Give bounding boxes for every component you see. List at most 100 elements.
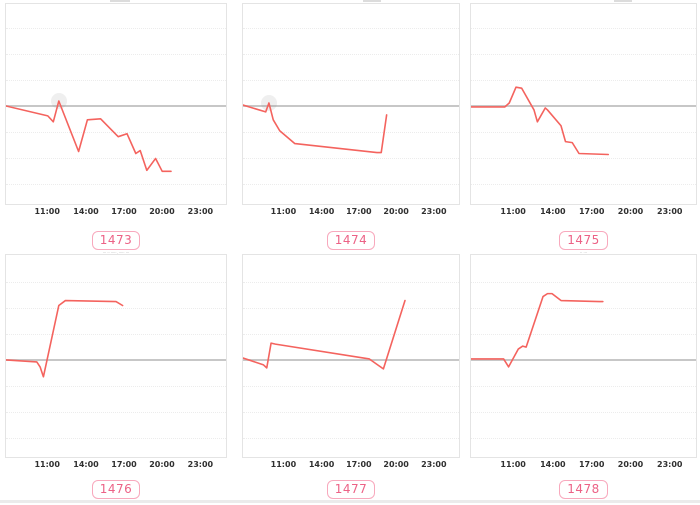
- gridline: [243, 308, 459, 309]
- gridline: [243, 132, 459, 133]
- gridline: [243, 438, 459, 439]
- zero-baseline: [6, 105, 226, 107]
- x-tick-label: 20:00: [617, 207, 644, 216]
- chart-panel-1476: 11:00 14:00 17:00 20:00 23:00 1476: [5, 254, 227, 505]
- gridline: [471, 438, 696, 439]
- gridline: [243, 282, 459, 283]
- x-axis-ticks: 11:00 14:00 17:00 20:00 23:00: [5, 207, 227, 219]
- series-line: [6, 255, 226, 457]
- x-tick-label: 14:00: [308, 207, 335, 216]
- badge-row: 1473: [5, 229, 227, 250]
- x-axis-ticks: 11:00 14:00 17:00 20:00 23:00: [470, 207, 697, 219]
- plot-area[interactable]: [5, 3, 227, 205]
- badge-row: 1477: [242, 478, 460, 499]
- x-tick-label: 23:00: [657, 207, 683, 216]
- x-axis-ticks: 11:00 14:00 17:00 20:00 23:00: [5, 460, 227, 472]
- x-tick-label: 14:00: [73, 207, 99, 216]
- x-tick-label: 23:00: [187, 460, 214, 469]
- x-tick-label: 14:00: [308, 460, 335, 469]
- gridline: [471, 308, 696, 309]
- gridline: [243, 412, 459, 413]
- gridline: [6, 28, 226, 29]
- chart-badge[interactable]: 1473: [91, 231, 141, 250]
- badge-row: 1474: [242, 229, 460, 250]
- gridline: [243, 54, 459, 55]
- zero-baseline: [243, 359, 459, 361]
- x-tick-label: 11:00: [34, 207, 60, 216]
- gridline: [471, 28, 696, 29]
- gridline: [243, 80, 459, 81]
- gridline: [471, 158, 696, 159]
- x-tick-label: 11:00: [500, 460, 526, 469]
- gridline: [6, 80, 226, 81]
- gridline: [471, 184, 696, 185]
- gridline: [6, 308, 226, 309]
- zero-baseline: [6, 359, 226, 361]
- series-line: [471, 255, 696, 457]
- plot-area[interactable]: [470, 3, 697, 205]
- series-line: [243, 255, 459, 457]
- x-axis-ticks: 11:00 14:00 17:00 20:00 23:00: [242, 207, 460, 219]
- x-tick-label: 14:00: [540, 460, 566, 469]
- zero-baseline: [243, 105, 459, 107]
- chart-badge[interactable]: 1477: [326, 480, 376, 499]
- gridline: [243, 28, 459, 29]
- clipped-chart-title: ·· ···: [532, 251, 634, 255]
- x-axis-ticks: 11:00 14:00 17:00 20:00 23:00: [242, 460, 460, 472]
- x-tick-label: 17:00: [346, 460, 372, 469]
- chart-panel-1478: 11:00 14:00 17:00 20:00 23:00 1478: [470, 254, 697, 505]
- plot-area[interactable]: [242, 3, 460, 205]
- chart-badge[interactable]: 1475: [559, 231, 608, 250]
- gridline: [471, 334, 696, 335]
- x-tick-label: 17:00: [111, 207, 137, 216]
- badge-row: 1476: [5, 478, 227, 499]
- gridline: [243, 334, 459, 335]
- chart-badge[interactable]: 1478: [559, 480, 608, 499]
- gridline: [6, 386, 226, 387]
- x-tick-label: 23:00: [421, 207, 447, 216]
- gridline: [6, 282, 226, 283]
- chart-badge[interactable]: 1476: [91, 480, 141, 499]
- chart-panel-1475: 11:00 14:00 17:00 20:00 23:00 1475 ·· ···: [470, 3, 697, 256]
- x-tick-label: 23:00: [187, 207, 214, 216]
- x-tick-label: 11:00: [500, 207, 526, 216]
- plot-area[interactable]: [5, 254, 227, 458]
- gridline: [471, 80, 696, 81]
- bottom-edge-strip: [0, 500, 700, 503]
- gridline: [243, 184, 459, 185]
- gridline: [471, 386, 696, 387]
- x-tick-label: 11:00: [34, 460, 60, 469]
- x-tick-label: 20:00: [617, 460, 644, 469]
- gridline: [6, 184, 226, 185]
- x-tick-label: 23:00: [657, 460, 683, 469]
- badge-row: 1478: [470, 478, 697, 499]
- zero-baseline: [471, 105, 696, 107]
- clipped-chart-title: [302, 251, 400, 253]
- gridline: [6, 334, 226, 335]
- x-axis-ticks: 11:00 14:00 17:00 20:00 23:00: [470, 460, 697, 472]
- gridline: [471, 412, 696, 413]
- chart-panel-1473: 11:00 14:00 17:00 20:00 23:00 1473 ··· ·· ··…: [5, 3, 227, 256]
- plot-area[interactable]: [470, 254, 697, 458]
- gridline: [471, 54, 696, 55]
- chart-badge[interactable]: 1474: [326, 231, 376, 250]
- gridline: [6, 54, 226, 55]
- chart-panel-1477: 11:00 14:00 17:00 20:00 23:00 1477: [242, 254, 460, 505]
- plot-area[interactable]: [242, 254, 460, 458]
- x-tick-label: 17:00: [578, 207, 605, 216]
- x-tick-label: 17:00: [578, 460, 605, 469]
- gridline: [243, 386, 459, 387]
- x-tick-label: 14:00: [540, 207, 566, 216]
- series-line: [243, 4, 459, 204]
- x-tick-label: 11:00: [270, 460, 297, 469]
- gridline: [243, 158, 459, 159]
- gridline: [6, 132, 226, 133]
- x-tick-label: 20:00: [149, 207, 175, 216]
- zero-baseline: [471, 359, 696, 361]
- gridline: [6, 438, 226, 439]
- gridline: [471, 132, 696, 133]
- x-tick-label: 17:00: [346, 207, 372, 216]
- series-line: [6, 4, 226, 204]
- x-tick-label: 20:00: [383, 207, 409, 216]
- chart-panel-1474: 11:00 14:00 17:00 20:00 23:00 1474: [242, 3, 460, 256]
